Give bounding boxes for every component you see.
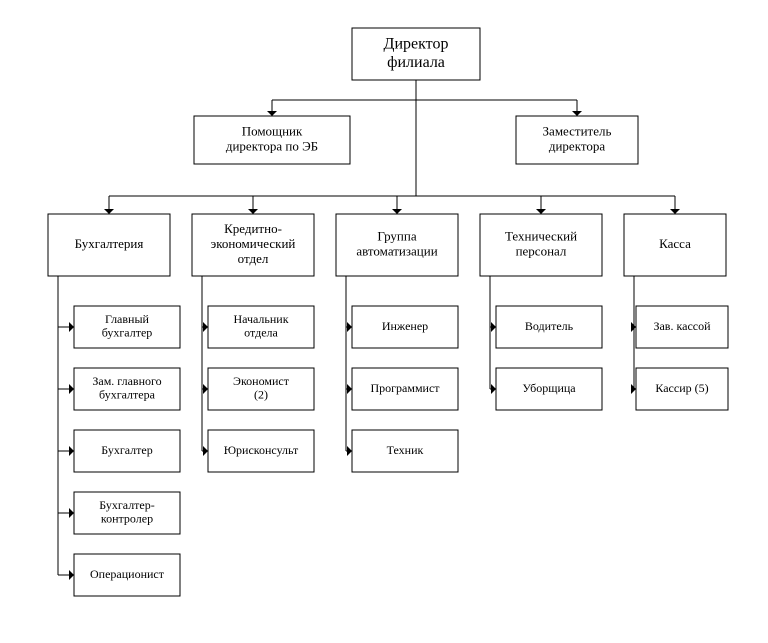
root-director-label: Директор: [384, 35, 449, 52]
dept-automation-label: Группа: [377, 229, 416, 244]
arrowhead: [203, 384, 208, 394]
child-accounting-2-label: Бухгалтер: [101, 443, 153, 457]
child-accounting-4-label: Операционист: [90, 567, 165, 581]
arrowhead: [536, 209, 546, 214]
deputy-director-label: Заместитель: [543, 124, 612, 139]
child-credit-econ-0-label: отдела: [244, 326, 278, 340]
child-accounting-1-label: бухгалтера: [99, 388, 156, 402]
arrowhead: [491, 322, 496, 332]
dept-credit-econ-label: отдел: [238, 251, 269, 266]
child-cashier-1-label: Кассир (5): [655, 381, 708, 395]
arrowhead: [347, 322, 352, 332]
child-automation-2-label: Техник: [387, 443, 424, 457]
dept-automation-label: автоматизации: [356, 243, 437, 258]
child-accounting-3-label: контролер: [101, 512, 153, 526]
dept-tech-staff-label: Технический: [505, 229, 577, 244]
child-accounting-0-label: бухгалтер: [102, 326, 153, 340]
child-automation-0-label: Инженер: [382, 319, 428, 333]
arrowhead: [69, 384, 74, 394]
child-tech-staff-1-label: Уборщица: [522, 381, 576, 395]
org-chart: Директор филиала Помощникдиректора по ЭБ За…: [0, 0, 768, 643]
arrowhead: [572, 111, 582, 116]
child-accounting-1-label: Зам. главного: [92, 374, 161, 388]
arrowhead: [203, 446, 208, 456]
child-cashier-0-label: Зав. кассой: [653, 319, 711, 333]
assistant-director-label: Помощник: [242, 124, 303, 139]
arrowhead: [104, 209, 114, 214]
child-credit-econ-0-label: Начальник: [233, 312, 288, 326]
arrowhead: [69, 570, 74, 580]
child-automation-1-label: Программист: [370, 381, 440, 395]
child-credit-econ-1-label: Экономист: [233, 374, 290, 388]
arrowhead: [670, 209, 680, 214]
arrowhead: [69, 446, 74, 456]
arrowhead: [491, 384, 496, 394]
child-credit-econ-2-label: Юрисконсульт: [224, 443, 299, 457]
child-accounting-3-label: Бухгалтер-: [99, 498, 155, 512]
arrowhead: [203, 322, 208, 332]
arrowhead: [69, 508, 74, 518]
arrowhead: [392, 209, 402, 214]
child-credit-econ-1-label: (2): [254, 388, 268, 402]
arrowhead: [248, 209, 258, 214]
dept-cashier-label: Касса: [659, 236, 691, 251]
arrowhead: [69, 322, 74, 332]
assistant-director-label: директора по ЭБ: [226, 138, 318, 153]
deputy-director-label: директора: [549, 138, 605, 153]
child-tech-staff-0-label: Водитель: [525, 319, 574, 333]
arrowhead: [347, 384, 352, 394]
root-director-label: филиала: [387, 54, 445, 71]
dept-tech-staff-label: персонал: [516, 243, 567, 258]
arrowhead: [347, 446, 352, 456]
arrowhead: [267, 111, 277, 116]
child-accounting-0-label: Главный: [105, 312, 150, 326]
dept-credit-econ-label: экономический: [211, 236, 296, 251]
dept-credit-econ-label: Кредитно-: [224, 221, 282, 236]
dept-accounting-label: Бухгалтерия: [75, 236, 144, 251]
